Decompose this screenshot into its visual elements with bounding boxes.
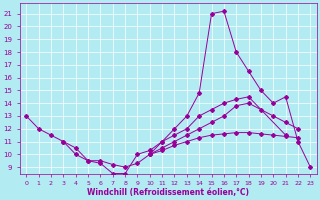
- X-axis label: Windchill (Refroidissement éolien,°C): Windchill (Refroidissement éolien,°C): [87, 188, 249, 197]
